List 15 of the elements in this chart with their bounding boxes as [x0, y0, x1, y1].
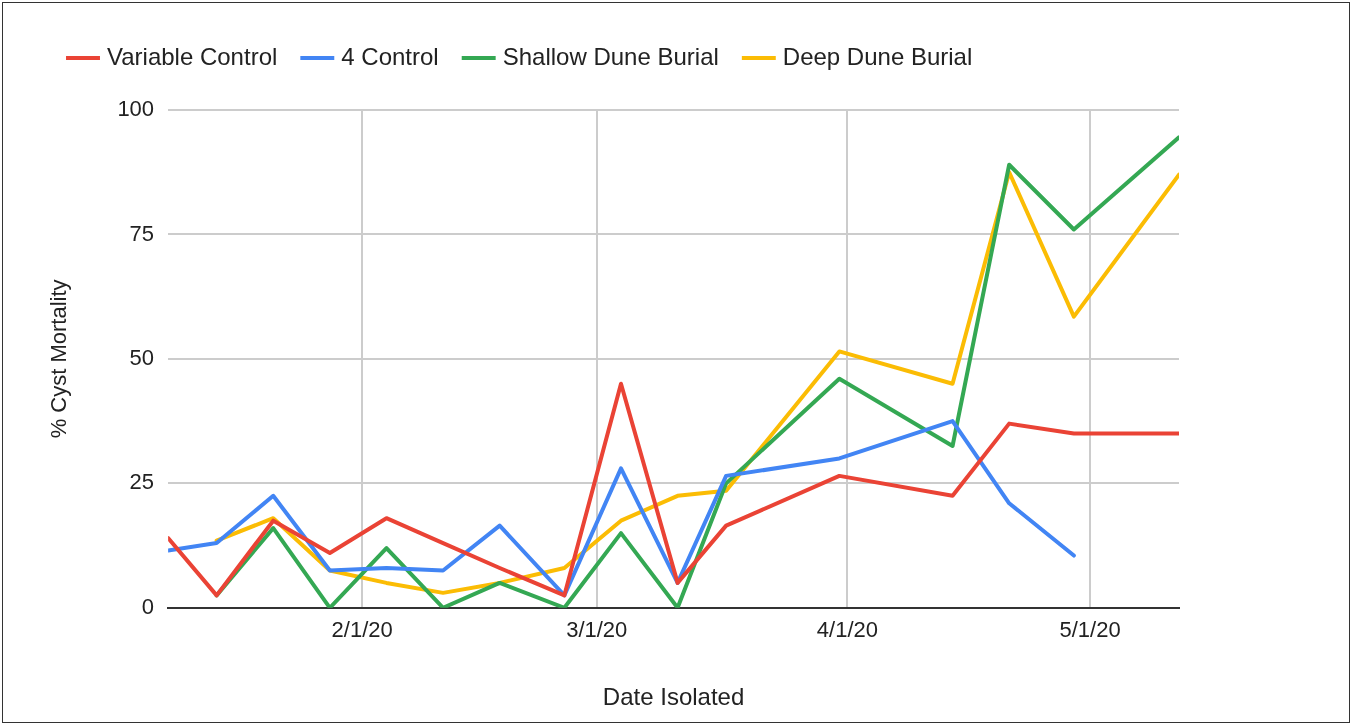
y-tick-label: 25 [129, 469, 155, 495]
y-tick-label: 50 [129, 344, 155, 370]
x-tick-label: 5/1/20 [1059, 617, 1121, 643]
y-tick-label: 75 [129, 220, 155, 246]
legend-label: Deep Dune Burial [782, 42, 973, 70]
legend-label: Shallow Dune Burial [502, 42, 719, 70]
x-tick-label: 3/1/20 [566, 617, 628, 643]
legend-label: 4 Control [341, 42, 439, 70]
y-axis-title: % Cyst Mortality [46, 279, 72, 439]
y-tick-label: 0 [141, 593, 155, 619]
legend-label: Variable Control [107, 42, 278, 70]
y-tick-label: 100 [117, 96, 155, 122]
x-tick-label: 4/1/20 [816, 617, 879, 643]
x-tick-label: 2/1/20 [331, 617, 393, 643]
x-axis-title: Date Isolated [602, 683, 745, 711]
